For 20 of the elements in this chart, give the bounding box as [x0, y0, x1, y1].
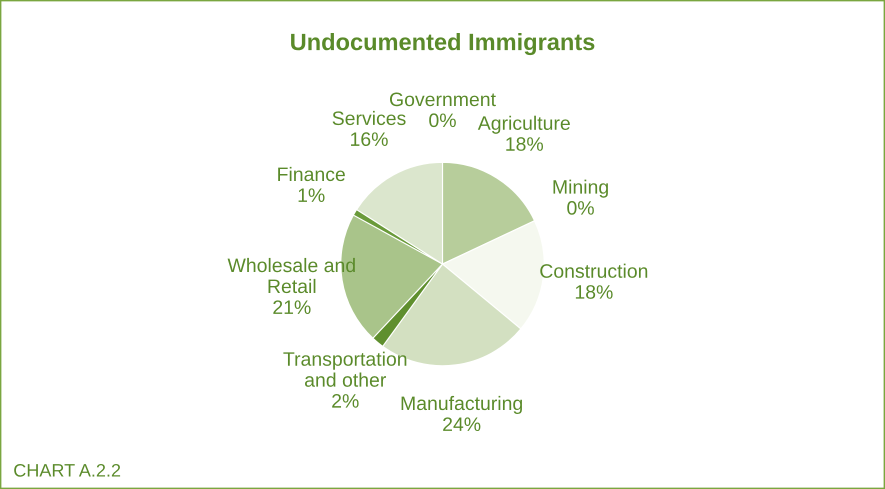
data-label: 1% — [298, 188, 325, 202]
slice-label: Wholesale and Retail — [228, 258, 355, 294]
slice-label: Agriculture — [478, 116, 570, 134]
data-label: 18% — [576, 285, 613, 299]
text: 0% — [567, 201, 594, 215]
category-label: Mining — [554, 180, 608, 198]
data-label: 18% — [506, 137, 544, 151]
slice-label: Manufacturing — [402, 396, 522, 414]
data-label: 24% — [443, 417, 480, 432]
data-label: 16% — [351, 132, 388, 146]
text: 0% — [429, 113, 456, 128]
slice-label: Construction — [540, 264, 648, 278]
text: CHART A.2.2 — [14, 464, 120, 477]
slice-label: Services — [332, 110, 406, 126]
data-label: 2% — [332, 394, 359, 408]
chart-title: Undocumented Immigrants — [291, 32, 594, 56]
slice-label: Transportation and other — [283, 352, 406, 387]
category-label: Government — [390, 92, 496, 106]
data-label: 21% — [273, 300, 311, 314]
slice-label: Finance — [278, 166, 345, 182]
